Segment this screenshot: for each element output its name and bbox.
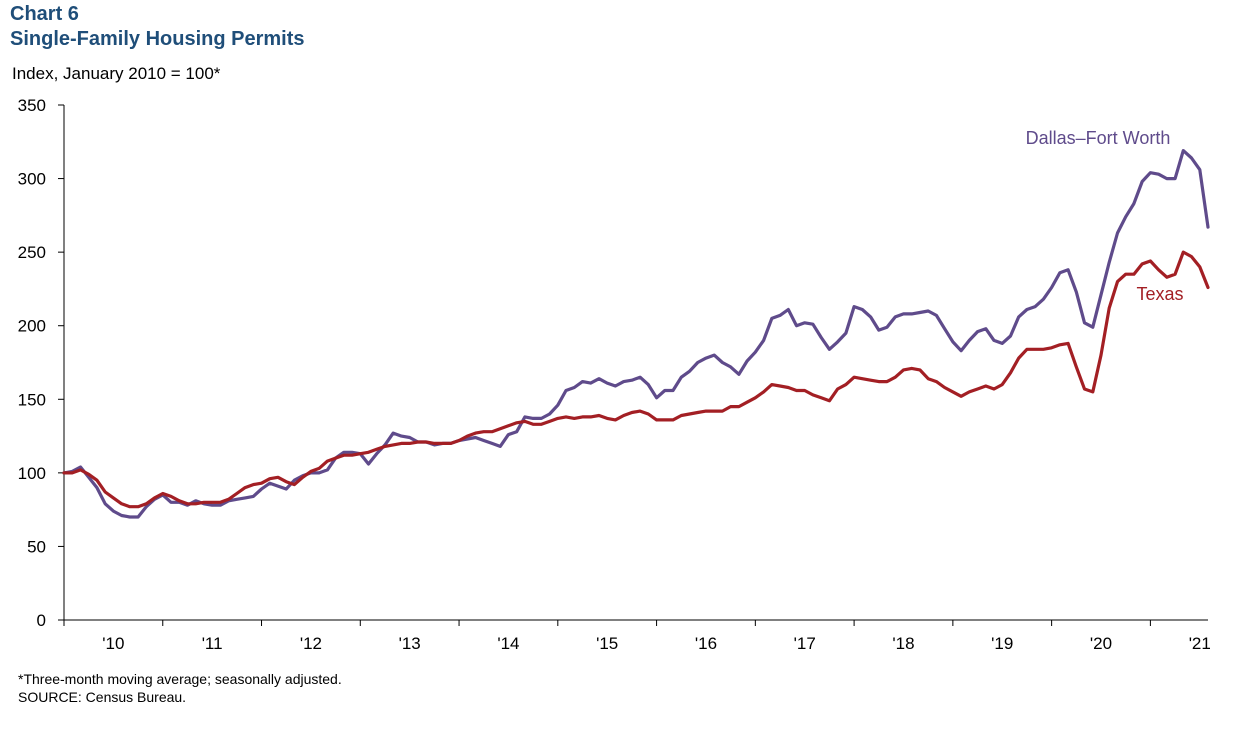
series-line-dfw xyxy=(62,149,1210,519)
x-tick-label: '20 xyxy=(1090,634,1112,653)
series-label-dfw: Dallas–Fort Worth xyxy=(1026,128,1171,148)
y-tick-label: 0 xyxy=(37,611,46,630)
series-line-texas xyxy=(62,250,1210,509)
y-tick-label: 250 xyxy=(18,243,46,262)
x-tick-label: '10 xyxy=(102,634,124,653)
x-tick-label: '16 xyxy=(695,634,717,653)
footnote-source: SOURCE: Census Bureau. xyxy=(18,689,187,705)
x-tick-label: '12 xyxy=(300,634,322,653)
chart-number: Chart 6 xyxy=(10,3,79,25)
series-layer xyxy=(62,149,1210,519)
x-axis: '10 '11 '12 '13 '14 '15 '16 '17 '18 '19 '20 '21 xyxy=(63,619,1211,653)
y-axis: 0 50 100 150 200 250 300 350 xyxy=(18,96,65,630)
x-tick-label: '15 xyxy=(596,634,618,653)
x-tick-label: '17 xyxy=(794,634,816,653)
y-tick-label: 200 xyxy=(18,317,46,336)
series-label-texas: Texas xyxy=(1136,284,1183,304)
y-tick-label: 300 xyxy=(18,170,46,189)
y-tick-label: 150 xyxy=(18,390,46,409)
x-tick-label: '19 xyxy=(991,634,1013,653)
x-tick-label: '14 xyxy=(497,634,519,653)
y-tick-label: 100 xyxy=(18,464,46,483)
title-block: Chart 6 Single-Family Housing Permits xyxy=(10,2,305,52)
y-axis-label: Index, January 2010 = 100* xyxy=(12,64,221,83)
footnotes: *Three-month moving average; seasonally … xyxy=(18,670,342,706)
x-tick-label: '21 xyxy=(1189,634,1211,653)
x-tick-label: '18 xyxy=(892,634,914,653)
y-tick-label: 350 xyxy=(18,96,46,115)
x-tick-label: '11 xyxy=(202,634,223,653)
chart-title: Single-Family Housing Permits xyxy=(10,28,305,50)
y-tick-label: 50 xyxy=(27,537,46,556)
x-tick-label: '13 xyxy=(399,634,421,653)
footnote-note: *Three-month moving average; seasonally … xyxy=(18,671,342,687)
